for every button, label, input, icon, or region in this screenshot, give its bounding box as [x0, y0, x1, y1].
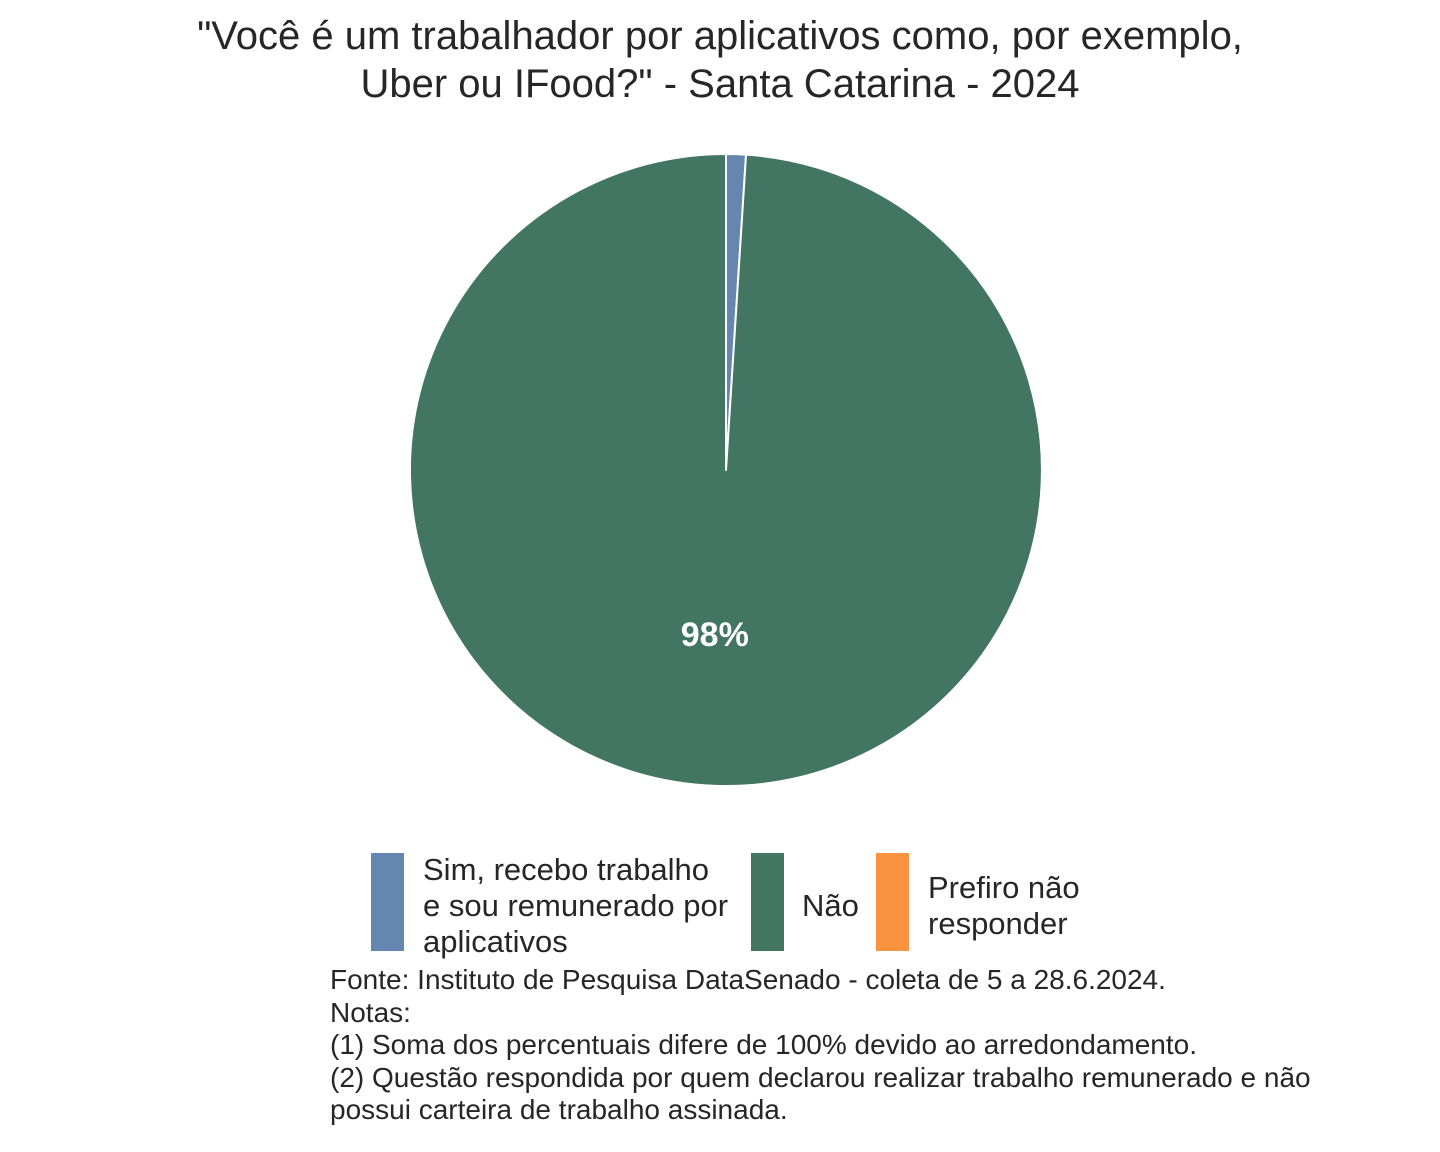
legend-label-sim-line-2: e sou remunerado por	[423, 888, 729, 923]
legend-swatch-nao	[751, 853, 784, 951]
pie-slice-nao	[408, 153, 1043, 787]
legend-swatch-prefiro	[876, 853, 909, 951]
note-2-line-1: (2) Questão respondida por quem declarou…	[330, 1061, 1311, 1093]
note-1: (1) Soma dos percentuais difere de 100% …	[330, 1029, 1197, 1060]
source-notes: Fonte: Instituto de Pesquisa DataSenado …	[330, 964, 1311, 1127]
source-line: Fonte: Instituto de Pesquisa DataSenado …	[330, 964, 1166, 995]
legend-label-sim: Sim, recebo trabalho e sou remunerado po…	[423, 852, 728, 960]
chart-title: "Você é um trabalhador por aplicativos c…	[0, 12, 1440, 108]
legend-label-prefiro-line-1: Prefiro não	[928, 870, 1080, 905]
note-2-line-2: possui carteira de trabalho assinada.	[330, 1094, 788, 1125]
legend-label-sim-line-1: Sim, recebo trabalho	[423, 852, 710, 887]
legend-label-nao: Não	[802, 888, 859, 924]
chart-title-line-2: Uber ou IFood?" - Santa Catarina - 2024	[360, 62, 1080, 106]
notes-heading: Notas:	[330, 996, 411, 1028]
legend-swatch-sim	[371, 853, 404, 951]
pie-label-nao: 98%	[681, 616, 749, 654]
legend-label-prefiro-line-2: responder	[928, 906, 1068, 941]
legend-label-sim-line-3: aplicativos	[423, 924, 568, 959]
legend-label-nao-line-1: Não	[802, 888, 859, 923]
legend-label-prefiro: Prefiro não responder	[928, 870, 1080, 942]
chart-title-line-1: "Você é um trabalhador por aplicativos c…	[197, 14, 1243, 58]
